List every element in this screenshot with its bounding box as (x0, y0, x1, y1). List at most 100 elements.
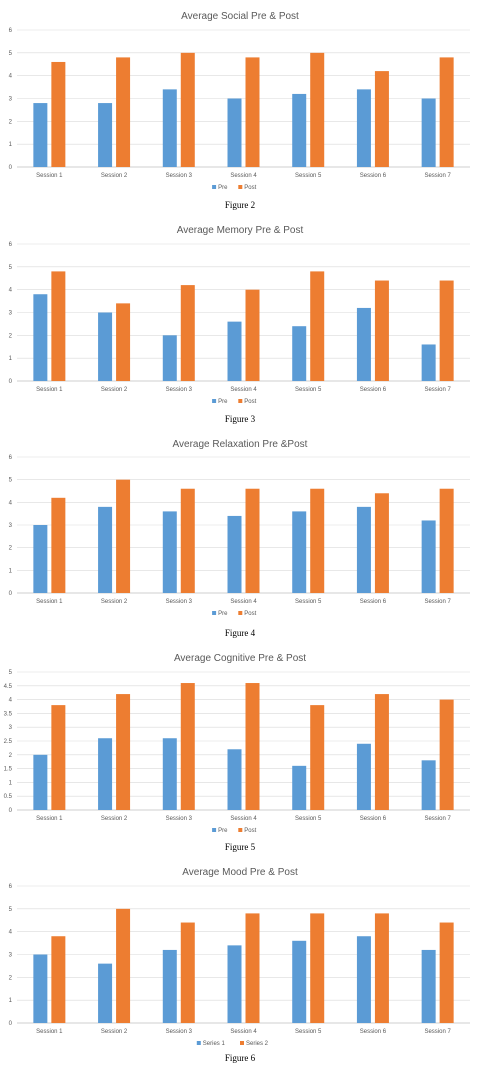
chart-4-bar-pre (33, 525, 48, 593)
chart-4-category-label: Session 3 (166, 599, 193, 605)
chart-5-bar-pre (33, 754, 48, 810)
chart-6-caption: Figure 6 (225, 1053, 256, 1063)
chart-4-bar-post (51, 497, 66, 593)
chart-3-caption: Figure 3 (225, 414, 256, 424)
chart-3-category-label: Session 3 (166, 387, 193, 393)
chart-4-bar-pre (98, 506, 113, 593)
chart-4-bar-pre (421, 520, 436, 593)
chart-3-bar-post (374, 280, 389, 381)
chart-5-category-label: Session 6 (360, 816, 387, 822)
chart-4-bar-post (180, 488, 195, 593)
chart-4-bar-pre (162, 511, 177, 593)
chart-2-bar-pre (292, 93, 307, 167)
chart-5-category-label: Session 1 (36, 816, 63, 822)
chart-4-title: Average Relaxation Pre &Post (173, 439, 308, 450)
chart-2-legend-label: Pre (218, 185, 228, 191)
chart-4-y-tick-label: 0 (9, 591, 13, 597)
chart-2-y-tick-label: 4 (9, 74, 13, 80)
chart-4-bar-post (439, 488, 454, 593)
chart-5-bar-post (310, 705, 325, 810)
chart-2-bar-post (180, 52, 195, 168)
chart-4-legend-label: Post (244, 611, 256, 617)
chart-4-legend-swatch (212, 611, 217, 615)
chart-4-bar-post (374, 493, 389, 593)
chart-4-caption: Figure 4 (225, 628, 256, 638)
chart-6-bar-pre (227, 945, 242, 1023)
chart-5-category-label: Session 5 (295, 816, 322, 822)
chart-6-bar-pre (33, 954, 48, 1023)
chart-3-legend-label: Post (244, 399, 256, 405)
chart-6-category-label: Session 3 (166, 1029, 193, 1035)
chart-3-bar-pre (227, 321, 242, 381)
chart-6-category-label: Session 2 (101, 1029, 128, 1035)
chart-5-bar-post (245, 683, 260, 810)
chart-5-bar-post (180, 683, 195, 810)
chart-3-bar-pre (98, 312, 113, 381)
chart-5-bar-post (51, 705, 66, 810)
chart-6-bar-pre (162, 949, 177, 1023)
chart-5-y-tick-label: 1.5 (4, 767, 13, 773)
chart-6-bar-post (374, 913, 389, 1023)
chart-3-y-tick-label: 6 (9, 242, 13, 248)
chart-6-bar-post (180, 922, 195, 1023)
chart-2-y-tick-label: 5 (9, 51, 13, 57)
chart-3-category-label: Session 7 (424, 387, 451, 393)
chart-4-y-tick-label: 3 (9, 523, 13, 529)
chart-4-y-tick-label: 4 (9, 500, 13, 506)
chart-5-bar-pre (227, 749, 242, 810)
chart-6-bar-pre (356, 936, 371, 1023)
chart-2-bar-post (116, 57, 131, 167)
chart-2-y-tick-label: 3 (9, 97, 13, 103)
chart-3-y-tick-label: 4 (9, 288, 13, 294)
chart-6-bar-pre (292, 940, 307, 1023)
chart-2-bar-pre (98, 103, 113, 167)
chart-6-category-label: Session 1 (36, 1029, 63, 1035)
chart-4-category-label: Session 1 (36, 599, 63, 605)
chart-3-bar-post (116, 303, 131, 381)
chart-3-category-label: Session 5 (295, 387, 322, 393)
chart-2-bar-pre (227, 98, 242, 167)
chart-6-legend-swatch (196, 1041, 201, 1045)
chart-6-bar-pre (98, 963, 113, 1023)
chart-3-bar-pre (162, 335, 177, 381)
chart-4-legend-swatch (238, 611, 243, 615)
chart-5-caption: Figure 5 (225, 842, 256, 852)
chart-2-category-label: Session 7 (424, 173, 451, 179)
chart-4-category-label: Session 5 (295, 599, 322, 605)
chart-5-bar-post (116, 694, 131, 810)
chart-2-category-label: Session 4 (230, 173, 257, 179)
chart-3-bar-post (245, 289, 260, 381)
chart-3-y-tick-label: 3 (9, 311, 13, 317)
chart-2-y-tick-label: 6 (9, 28, 13, 34)
chart-2-bar-pre (421, 98, 436, 167)
chart-5-y-tick-label: 2 (9, 753, 13, 759)
chart-6-category-label: Session 7 (424, 1029, 451, 1035)
chart-5-bar-pre (292, 765, 307, 810)
chart-6-y-tick-label: 0 (9, 1021, 13, 1027)
chart-2-bar-post (439, 57, 454, 167)
chart-3-bar-post (310, 271, 325, 381)
chart-5-y-tick-label: 0 (9, 808, 13, 814)
chart-6-category-label: Session 4 (230, 1029, 257, 1035)
chart-4-bar-post (310, 488, 325, 593)
chart-2-category-label: Session 6 (360, 173, 387, 179)
chart-2-y-tick-label: 0 (9, 165, 13, 171)
chart-3-legend-label: Pre (218, 399, 228, 405)
chart-3-title: Average Memory Pre & Post (177, 225, 304, 236)
chart-3-bar-pre (356, 307, 371, 381)
chart-3-legend-swatch (212, 399, 217, 403)
chart-2-y-tick-label: 2 (9, 119, 13, 125)
chart-2-title: Average Social Pre & Post (181, 11, 299, 22)
chart-3-bar-pre (33, 294, 48, 381)
chart-5-legend-swatch (238, 828, 243, 832)
chart-2-bar-post (245, 57, 260, 167)
chart-6-bar-post (245, 913, 260, 1023)
chart-6-y-tick-label: 5 (9, 907, 13, 913)
chart-6-bar-pre (421, 949, 436, 1023)
chart-6-y-tick-label: 3 (9, 953, 13, 959)
chart-4-y-tick-label: 5 (9, 478, 13, 484)
chart-2-bar-post (51, 61, 66, 167)
chart-5-category-label: Session 4 (230, 816, 257, 822)
chart-5-y-tick-label: 2.5 (4, 739, 13, 745)
